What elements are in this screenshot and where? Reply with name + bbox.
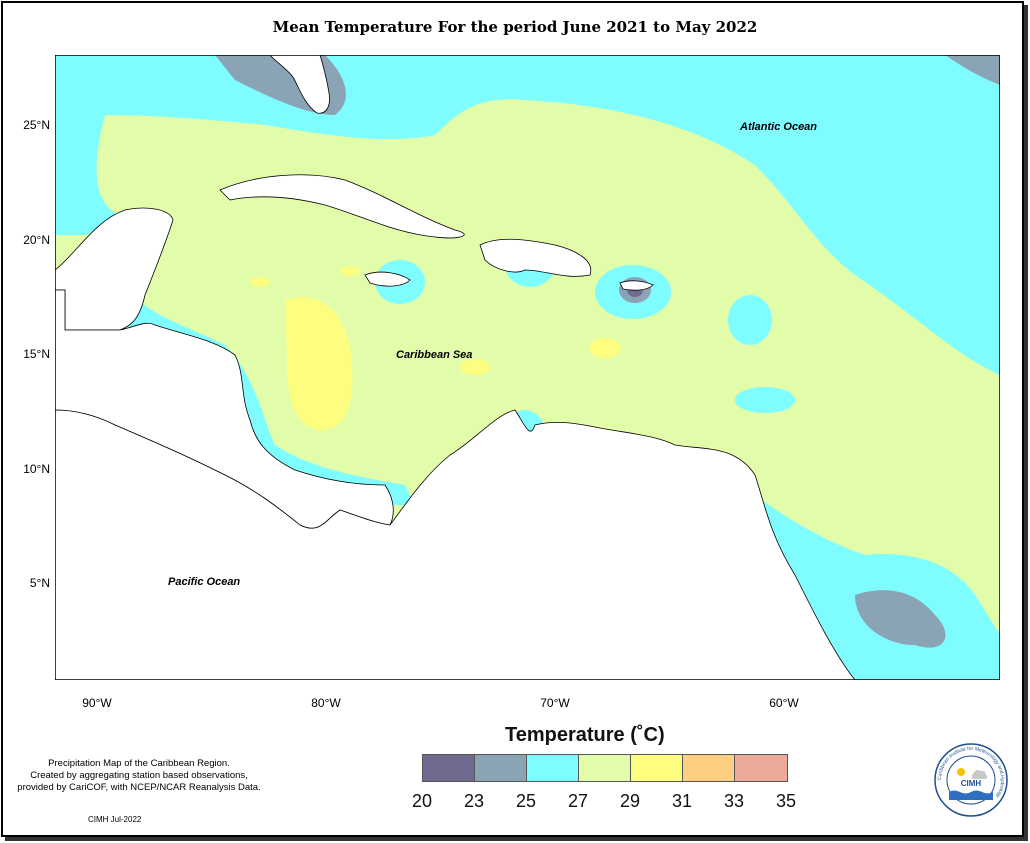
legend-swatch (423, 755, 475, 781)
legend-title: Temperature (˚C) (505, 724, 665, 746)
temp-spot-barbados (735, 387, 795, 413)
legend-color-bar (422, 754, 788, 782)
legend-label: 33 (723, 791, 745, 811)
land-yucatan-mexico (55, 207, 174, 331)
label-atlantic-ocean: Atlantic Ocean (739, 121, 817, 133)
y-tick-label: 5°N (29, 576, 50, 590)
cimh-logo: Caribbean Institute for Meteorology and … (934, 743, 1008, 817)
land-florida (269, 55, 330, 114)
credit-footer: CIMH Jul-2022 (88, 815, 142, 824)
land-cuba (219, 174, 465, 239)
x-tick-label: 70°W (540, 696, 570, 710)
x-tick-label: 90°W (82, 696, 112, 710)
y-tick-label: 25°N (23, 118, 50, 132)
y-tick-label: 20°N (23, 232, 50, 247)
cloud-icon (971, 770, 988, 779)
legend-label: 35 (775, 791, 797, 811)
land-hispaniola (479, 238, 592, 277)
temp-field-ne-23-25 (945, 55, 1000, 85)
x-tick-label: 60°W (769, 696, 799, 710)
temp-field-warm-1 (285, 297, 353, 431)
temp-field-warm-2 (589, 338, 621, 358)
temp-field-warm-4 (250, 277, 270, 287)
temp-field-warm-3 (460, 359, 490, 375)
legend-swatch (475, 755, 527, 781)
credit-text: Precipitation Map of the Caribbean Regio… (8, 758, 270, 794)
credit-line-1: Precipitation Map of the Caribbean Regio… (48, 758, 230, 769)
land-jamaica (364, 271, 411, 287)
label-pacific-ocean: Pacific Ocean (168, 576, 240, 588)
legend-swatch (735, 755, 787, 781)
land-puerto-rico (619, 280, 654, 291)
legend-label: 23 (463, 791, 485, 811)
land-south-america (55, 409, 856, 680)
temp-field-warm-5 (340, 266, 360, 276)
legend-label: 25 (515, 791, 537, 811)
x-tick-label: 80°W (311, 696, 341, 710)
legend-swatch (579, 755, 631, 781)
logo-text: CIMH (961, 779, 982, 788)
legend-label: 27 (567, 791, 589, 811)
legend-swatch (631, 755, 683, 781)
legend-swatch (683, 755, 735, 781)
credit-line-3: provided by CariCOF, with NCEP/NCAR Rean… (17, 782, 261, 793)
legend-swatch (527, 755, 579, 781)
label-caribbean-sea: Caribbean Sea (396, 349, 472, 361)
temp-spot-lesser-antilles (728, 295, 772, 345)
y-tick-label: 10°N (23, 461, 50, 476)
y-tick-label: 15°N (23, 347, 50, 361)
map-title: Mean Temperature For the period June 202… (272, 18, 758, 36)
sun-icon (957, 768, 965, 776)
legend-label: 29 (619, 791, 641, 811)
credit-line-2: Created by aggregating station based obs… (30, 770, 248, 781)
water-icon (949, 790, 993, 800)
temp-field-guiana-dark (855, 590, 946, 648)
temperature-map: Atlantic Ocean Caribbean Sea Pacific Oce… (55, 55, 1000, 680)
legend-label: 31 (671, 791, 693, 811)
temp-field-atlantic-25-27 (55, 55, 1000, 375)
legend-label: 20 (411, 791, 433, 811)
